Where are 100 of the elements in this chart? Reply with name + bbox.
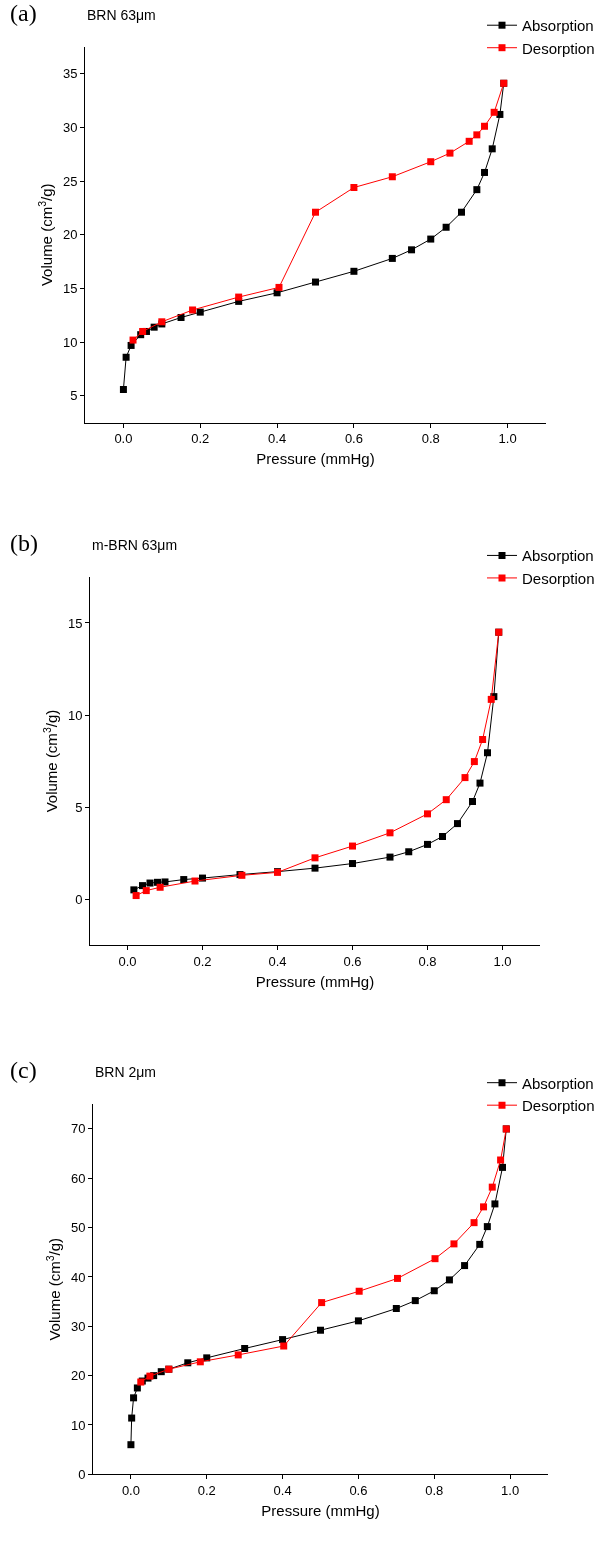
point <box>484 749 491 757</box>
point <box>427 235 435 243</box>
x-tick-label: 0.2 <box>191 431 210 447</box>
point <box>483 1223 491 1231</box>
point <box>411 1297 419 1305</box>
point <box>180 876 188 884</box>
point <box>488 145 496 153</box>
point <box>473 186 481 194</box>
point <box>446 149 454 157</box>
point <box>196 1358 204 1366</box>
point <box>465 137 473 145</box>
x-tick-label: 0.0 <box>118 953 137 969</box>
legend-label: Absorption <box>522 17 594 35</box>
y-tick-label: 35 <box>62 66 78 82</box>
point <box>488 1183 496 1191</box>
x-tick-label: 0.2 <box>197 1482 216 1498</box>
y-tick-label: 50 <box>70 1220 86 1236</box>
point <box>189 306 197 314</box>
point <box>480 1203 488 1211</box>
point <box>196 308 204 316</box>
y-tick-label: 60 <box>70 1170 86 1186</box>
point <box>241 1344 249 1352</box>
point <box>439 832 446 840</box>
y-tick-label: 30 <box>62 119 78 135</box>
point <box>479 736 487 743</box>
point <box>235 293 243 301</box>
x-tick-label: 0.4 <box>268 953 287 969</box>
point <box>130 1394 138 1402</box>
y-tick-label: 0 <box>75 891 83 907</box>
legend-label: Absorption <box>522 1074 594 1092</box>
point <box>424 840 431 848</box>
point <box>350 184 358 192</box>
y-tick-label: 25 <box>62 173 78 189</box>
x-axis-title: Pressure (mmHg) <box>255 972 375 990</box>
point <box>355 1287 363 1295</box>
point <box>461 1262 469 1270</box>
point <box>450 1240 458 1248</box>
point <box>424 810 431 818</box>
point <box>234 1351 242 1359</box>
point <box>469 798 476 806</box>
point <box>473 131 481 139</box>
point <box>142 887 150 895</box>
point <box>318 1299 326 1307</box>
point <box>388 173 396 181</box>
chart-title: (b) <box>10 530 38 556</box>
point <box>499 1163 506 1171</box>
point <box>457 208 465 216</box>
y-tick-label: 15 <box>67 615 83 631</box>
point <box>445 1276 453 1284</box>
x-tick-label: 0.6 <box>349 1482 368 1498</box>
point <box>386 829 394 837</box>
x-tick-label: 1.0 <box>498 431 517 447</box>
legend-label: Desorption <box>522 39 595 57</box>
point <box>275 283 283 291</box>
point <box>317 1326 324 1334</box>
y-tick-label: 30 <box>70 1318 86 1334</box>
point <box>461 774 469 782</box>
point <box>431 1255 439 1263</box>
x-axis-title: Pressure (mmHg) <box>256 450 375 468</box>
point <box>408 246 416 254</box>
point <box>476 779 484 787</box>
chart-title: (c) <box>10 1057 37 1083</box>
point <box>386 853 394 861</box>
x-tick-label: 0.8 <box>421 431 440 447</box>
chart-subtitle: BRN 63μm <box>87 7 156 23</box>
point <box>481 122 489 130</box>
point <box>119 385 127 393</box>
y-tick-label: 10 <box>70 1417 86 1433</box>
point <box>161 878 169 886</box>
x-tick-label: 1.0 <box>501 1482 520 1498</box>
y-tick-label: 5 <box>70 388 78 404</box>
point <box>349 842 356 850</box>
point <box>311 864 319 872</box>
x-tick-label: 0.8 <box>425 1482 444 1498</box>
x-tick-label: 0.6 <box>344 431 363 447</box>
point <box>405 848 413 856</box>
point <box>129 336 137 344</box>
x-tick-label: 0.2 <box>193 953 212 969</box>
x-tick-label: 0.6 <box>343 953 362 969</box>
y-tick-label: 40 <box>70 1269 86 1285</box>
x-axis-title: Pressure (mmHg) <box>261 1501 380 1519</box>
x-tick-label: 0.0 <box>121 1482 140 1498</box>
point <box>490 108 498 116</box>
point <box>442 796 450 804</box>
point <box>191 877 199 885</box>
point <box>146 879 154 887</box>
point <box>311 854 319 862</box>
x-tick-label: 0.0 <box>114 431 133 447</box>
point <box>132 892 140 900</box>
legend-label: Absorption <box>522 547 594 565</box>
point <box>156 883 164 891</box>
x-tick-label: 0.4 <box>273 1482 292 1498</box>
point <box>481 168 489 176</box>
point <box>349 860 356 868</box>
chart-title: (a) <box>10 0 37 26</box>
point <box>122 353 130 361</box>
y-tick-label: 15 <box>62 281 78 297</box>
chart-subtitle: BRN 2μm <box>95 1064 156 1080</box>
point <box>491 1200 499 1208</box>
point <box>430 1287 438 1295</box>
